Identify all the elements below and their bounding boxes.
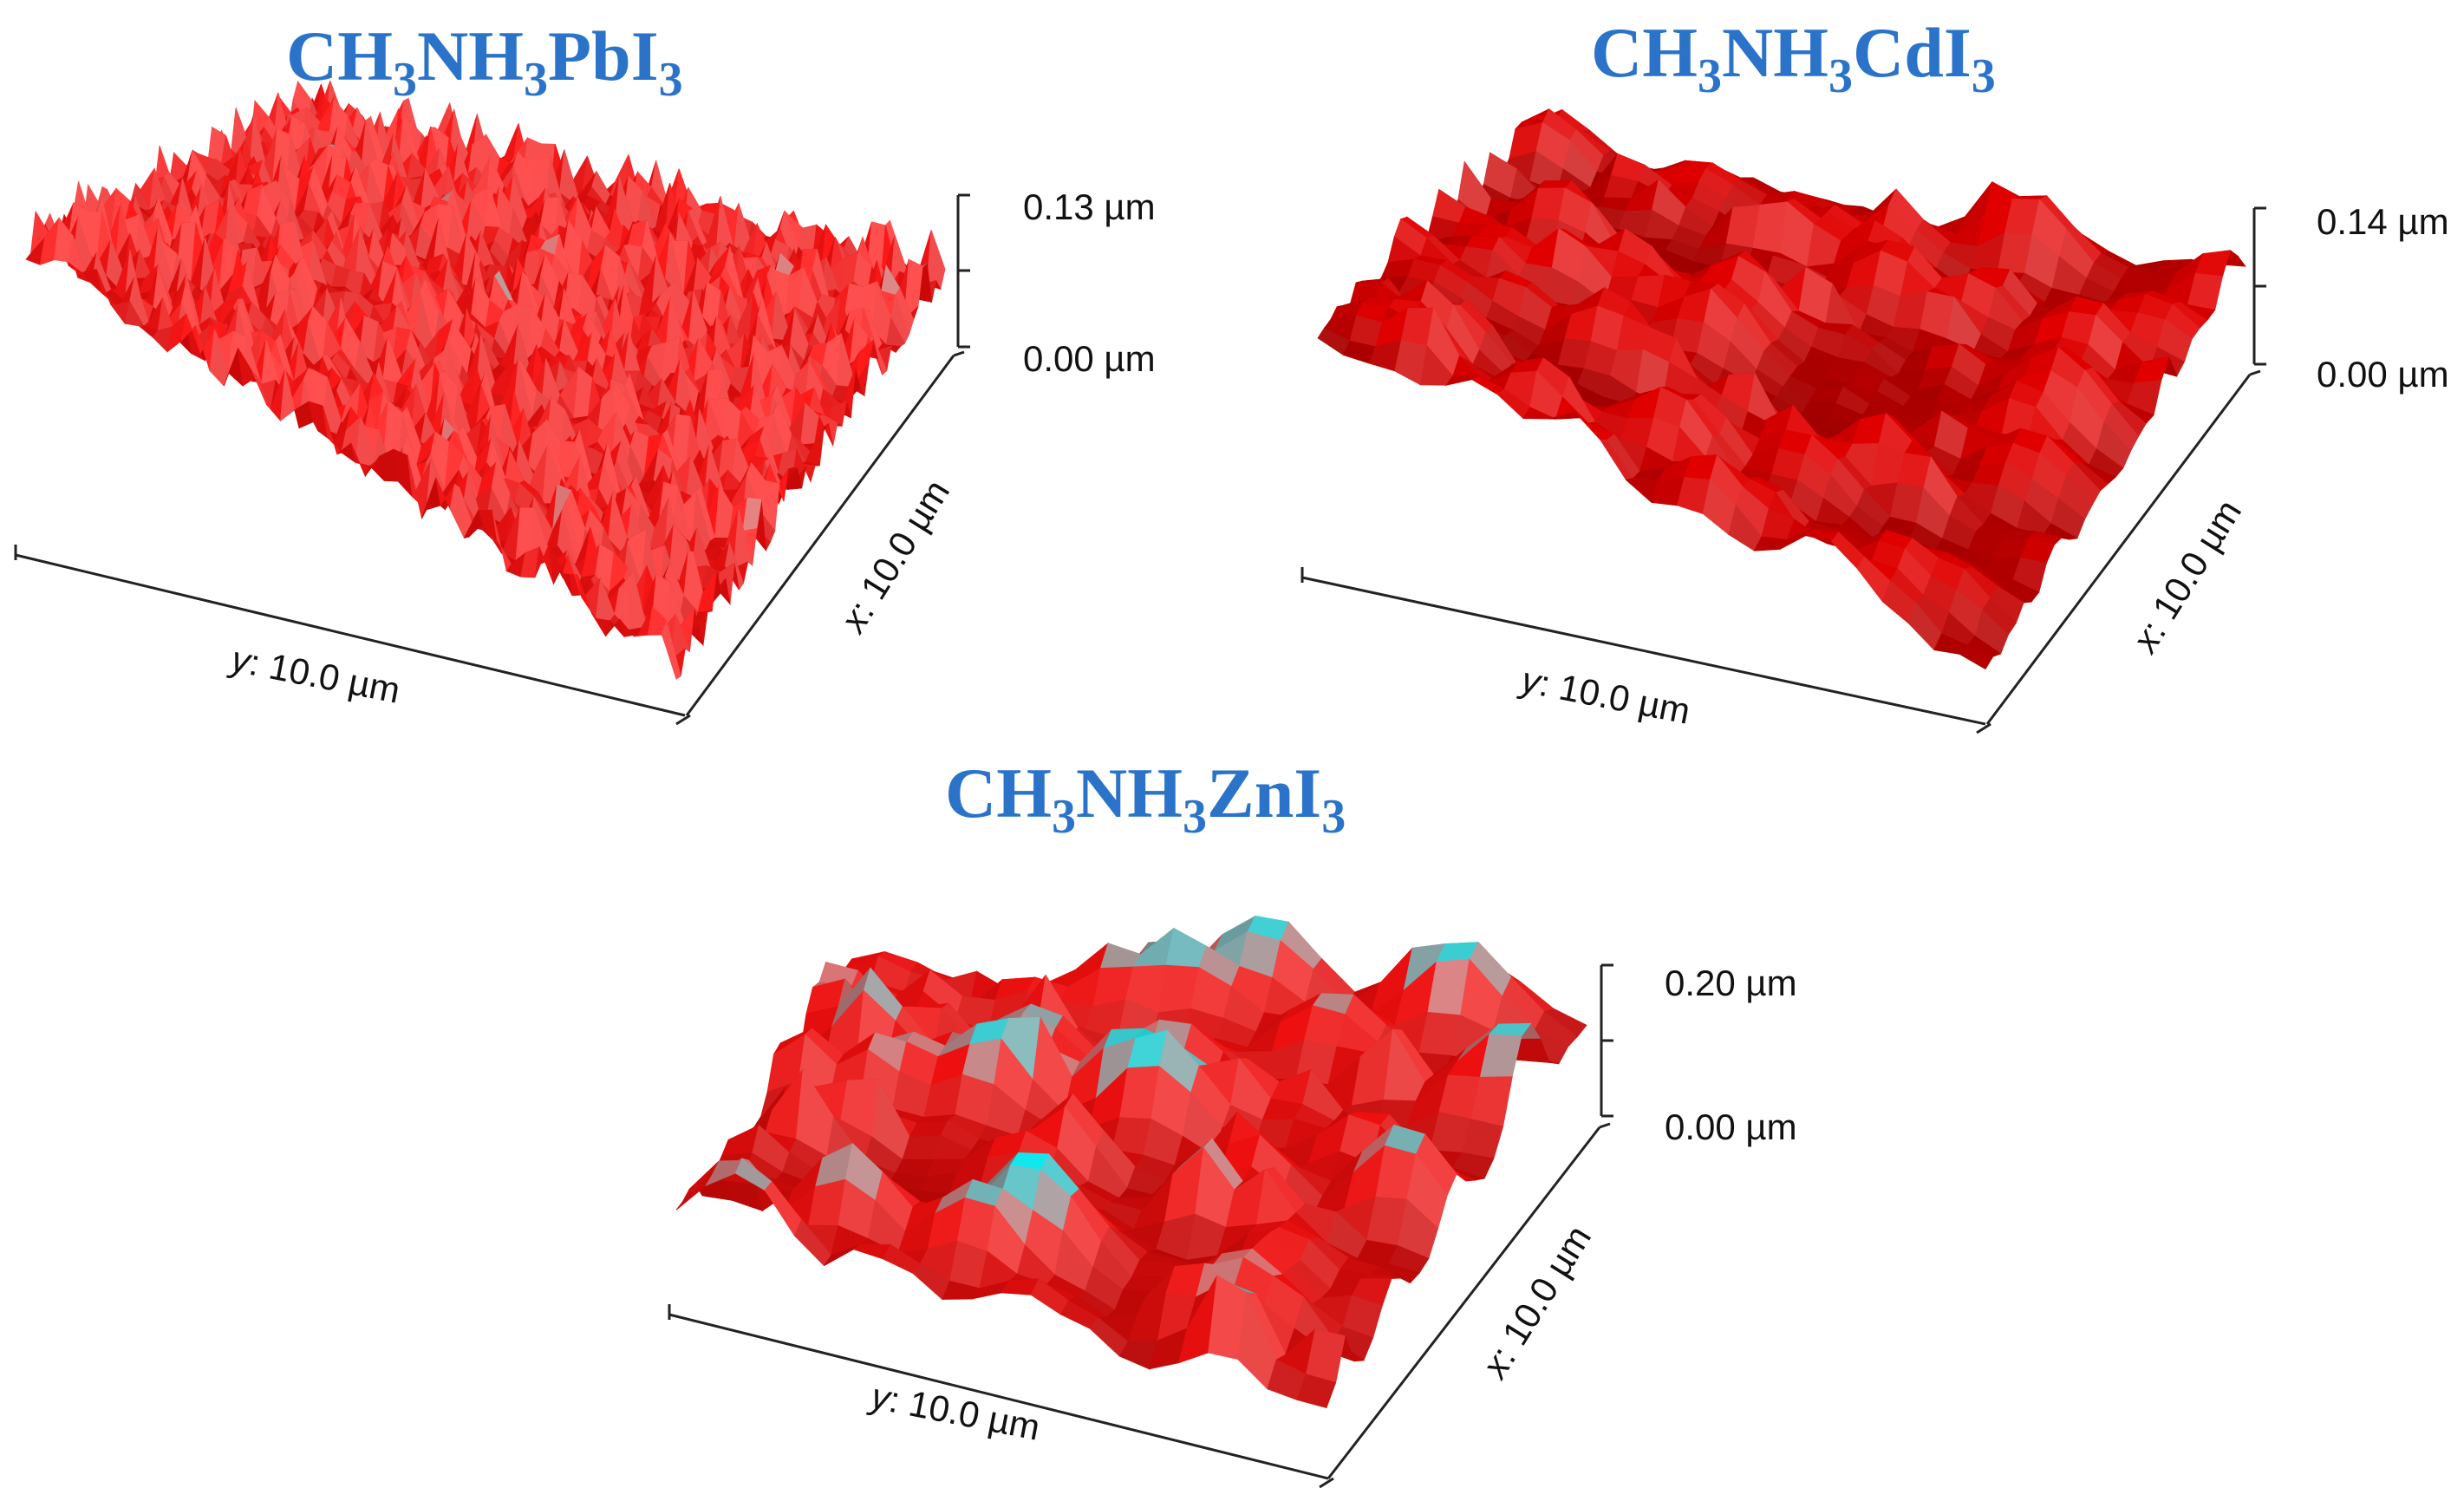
x-axis-tick bbox=[953, 350, 965, 357]
panel-zni3: CH3NH3ZnI3 0.20 µm 0.00 µm y: 10.0 µm x:… bbox=[624, 746, 1838, 1488]
z-min-label: 0.00 µm bbox=[2317, 354, 2449, 395]
panel-cdi3: CH3NH3CdI3 0.14 µm 0.00 µm y: 10.0 µm x:… bbox=[1266, 0, 2464, 746]
surface-mesh bbox=[25, 80, 946, 680]
formula-subscript: 3 bbox=[524, 53, 548, 107]
formula-text: CdI bbox=[1853, 13, 1972, 92]
surface-mesh bbox=[1317, 108, 2246, 670]
x-axis-tick bbox=[2249, 369, 2261, 376]
z-max-label: 0.14 µm bbox=[2317, 201, 2449, 242]
afm-surface-zni3 bbox=[668, 915, 1613, 1488]
formula-subscript: 3 bbox=[1183, 790, 1207, 844]
y-axis-line bbox=[1301, 576, 1986, 726]
z-min-label: 0.00 µm bbox=[1023, 338, 1156, 379]
formula-text: NH bbox=[417, 16, 524, 95]
formula-cdi3: CH3NH3CdI3 bbox=[1591, 12, 1996, 103]
formula-text: ZnI bbox=[1207, 754, 1322, 832]
surface-mesh bbox=[675, 915, 1587, 1408]
formula-text: CH bbox=[1591, 13, 1698, 92]
formula-zni3: CH3NH3ZnI3 bbox=[945, 753, 1346, 844]
formula-text: PbI bbox=[548, 16, 659, 95]
axis-corner-tick bbox=[1976, 722, 1991, 734]
y-axis-line bbox=[15, 553, 686, 717]
x-axis-tick bbox=[1599, 1122, 1611, 1129]
formula-text: CH bbox=[945, 754, 1052, 832]
formula-pbi3: CH3NH3PbI3 bbox=[286, 16, 683, 107]
formula-text: NH bbox=[1076, 754, 1183, 832]
formula-subscript: 3 bbox=[1321, 790, 1346, 844]
formula-subscript: 3 bbox=[658, 53, 683, 107]
formula-text: NH bbox=[1722, 13, 1828, 92]
y-axis-line bbox=[668, 1313, 1329, 1480]
formula-subscript: 3 bbox=[393, 53, 417, 107]
formula-text: CH bbox=[286, 16, 393, 95]
z-min-label: 0.00 µm bbox=[1665, 1106, 1797, 1147]
axis-corner-tick bbox=[1319, 1477, 1334, 1488]
formula-subscript: 3 bbox=[1052, 790, 1076, 844]
panel-pbi3: CH3NH3PbI3 0.13 µm 0.00 µm y: 10.0 µm x:… bbox=[0, 0, 1214, 746]
x-axis-line bbox=[1985, 374, 2252, 725]
z-max-label: 0.20 µm bbox=[1665, 963, 1797, 1003]
z-max-label: 0.13 µm bbox=[1023, 186, 1156, 227]
axis-corner-tick bbox=[675, 714, 691, 726]
formula-subscript: 3 bbox=[1698, 49, 1722, 103]
x-axis-line bbox=[1327, 1126, 1601, 1479]
x-axis-line bbox=[685, 355, 955, 716]
afm-surface-pbi3 bbox=[14, 80, 970, 726]
formula-subscript: 3 bbox=[1971, 49, 1996, 103]
afm-surface-cdi3 bbox=[1300, 108, 2266, 734]
formula-subscript: 3 bbox=[1828, 49, 1853, 103]
